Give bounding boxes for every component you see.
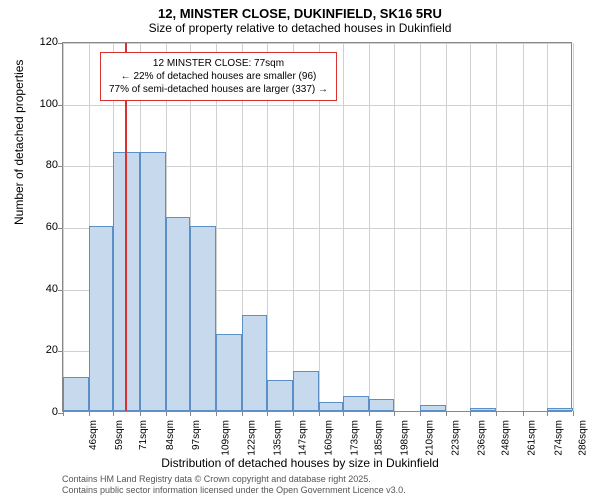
- x-tick-label: 223sqm: [450, 420, 461, 456]
- gridline-v: [394, 43, 395, 411]
- x-tick-mark: [242, 411, 243, 416]
- x-tick-mark: [89, 411, 90, 416]
- x-tick-mark: [446, 411, 447, 416]
- x-tick-mark: [470, 411, 471, 416]
- gridline-v: [420, 43, 421, 411]
- histogram-bar: [63, 377, 89, 411]
- annotation-line1: 12 MINSTER CLOSE: 77sqm: [109, 57, 328, 70]
- x-tick-label: 59sqm: [114, 420, 125, 450]
- x-tick-label: 210sqm: [424, 420, 435, 456]
- x-tick-label: 71sqm: [138, 420, 149, 450]
- gridline-v: [523, 43, 524, 411]
- histogram-bar: [267, 380, 293, 411]
- x-tick-mark: [547, 411, 548, 416]
- x-tick-label: 286sqm: [577, 420, 588, 456]
- x-tick-mark: [63, 411, 64, 416]
- y-tick-label: 120: [28, 36, 58, 48]
- x-tick-mark: [369, 411, 370, 416]
- gridline-v: [446, 43, 447, 411]
- x-tick-label: 84sqm: [165, 420, 176, 450]
- x-tick-mark: [216, 411, 217, 416]
- histogram-bar: [293, 371, 319, 411]
- x-tick-label: 147sqm: [297, 420, 308, 456]
- gridline-v: [470, 43, 471, 411]
- x-tick-label: 248sqm: [501, 420, 512, 456]
- x-tick-label: 236sqm: [477, 420, 488, 456]
- gridline-v: [547, 43, 548, 411]
- x-tick-label: 109sqm: [221, 420, 232, 456]
- histogram-bar: [319, 402, 343, 411]
- y-tick-label: 80: [28, 159, 58, 171]
- x-tick-mark: [113, 411, 114, 416]
- histogram-bar: [547, 408, 573, 411]
- x-tick-mark: [343, 411, 344, 416]
- x-tick-mark: [573, 411, 574, 416]
- histogram-bar: [216, 334, 242, 411]
- gridline-v: [496, 43, 497, 411]
- histogram-bar: [369, 399, 393, 411]
- chart-title-main: 12, MINSTER CLOSE, DUKINFIELD, SK16 5RU: [0, 0, 600, 21]
- x-tick-label: 46sqm: [88, 420, 99, 450]
- gridline-v: [573, 43, 574, 411]
- histogram-bar: [470, 408, 496, 411]
- histogram-bar: [343, 396, 369, 411]
- annotation-box: 12 MINSTER CLOSE: 77sqm← 22% of detached…: [100, 52, 337, 101]
- x-tick-mark: [293, 411, 294, 416]
- footer-line2: Contains public sector information licen…: [62, 485, 406, 496]
- histogram-bar: [190, 226, 216, 411]
- x-tick-label: 261sqm: [527, 420, 538, 456]
- x-tick-mark: [496, 411, 497, 416]
- x-tick-label: 173sqm: [350, 420, 361, 456]
- y-tick-label: 100: [28, 98, 58, 110]
- x-tick-label: 97sqm: [191, 420, 202, 450]
- y-tick-label: 20: [28, 344, 58, 356]
- x-tick-label: 160sqm: [323, 420, 334, 456]
- y-tick-label: 60: [28, 221, 58, 233]
- annotation-line3: 77% of semi-detached houses are larger (…: [109, 83, 328, 96]
- x-tick-mark: [319, 411, 320, 416]
- x-tick-mark: [140, 411, 141, 416]
- y-axis-label: Number of detached properties: [12, 60, 26, 225]
- histogram-bar: [89, 226, 113, 411]
- y-tick-label: 40: [28, 283, 58, 295]
- x-tick-mark: [394, 411, 395, 416]
- chart-plot-area: 12 MINSTER CLOSE: 77sqm← 22% of detached…: [62, 42, 572, 412]
- histogram-bar: [140, 152, 166, 411]
- x-axis-label: Distribution of detached houses by size …: [0, 456, 600, 470]
- histogram-bar: [166, 217, 190, 411]
- histogram-bar: [242, 315, 266, 411]
- x-tick-mark: [267, 411, 268, 416]
- histogram-bar: [420, 405, 446, 411]
- x-tick-mark: [420, 411, 421, 416]
- chart-title-sub: Size of property relative to detached ho…: [0, 21, 600, 39]
- x-tick-label: 198sqm: [400, 420, 411, 456]
- gridline-v: [63, 43, 64, 411]
- y-tick-label: 0: [28, 406, 58, 418]
- footer-attribution: Contains HM Land Registry data © Crown c…: [62, 474, 406, 496]
- gridline-v: [343, 43, 344, 411]
- x-tick-label: 122sqm: [247, 420, 258, 456]
- x-tick-mark: [190, 411, 191, 416]
- footer-line1: Contains HM Land Registry data © Crown c…: [62, 474, 406, 485]
- gridline-v: [369, 43, 370, 411]
- x-tick-label: 274sqm: [553, 420, 564, 456]
- x-tick-mark: [166, 411, 167, 416]
- annotation-line2: ← 22% of detached houses are smaller (96…: [109, 70, 328, 83]
- x-tick-label: 185sqm: [374, 420, 385, 456]
- x-tick-label: 135sqm: [273, 420, 284, 456]
- x-tick-mark: [523, 411, 524, 416]
